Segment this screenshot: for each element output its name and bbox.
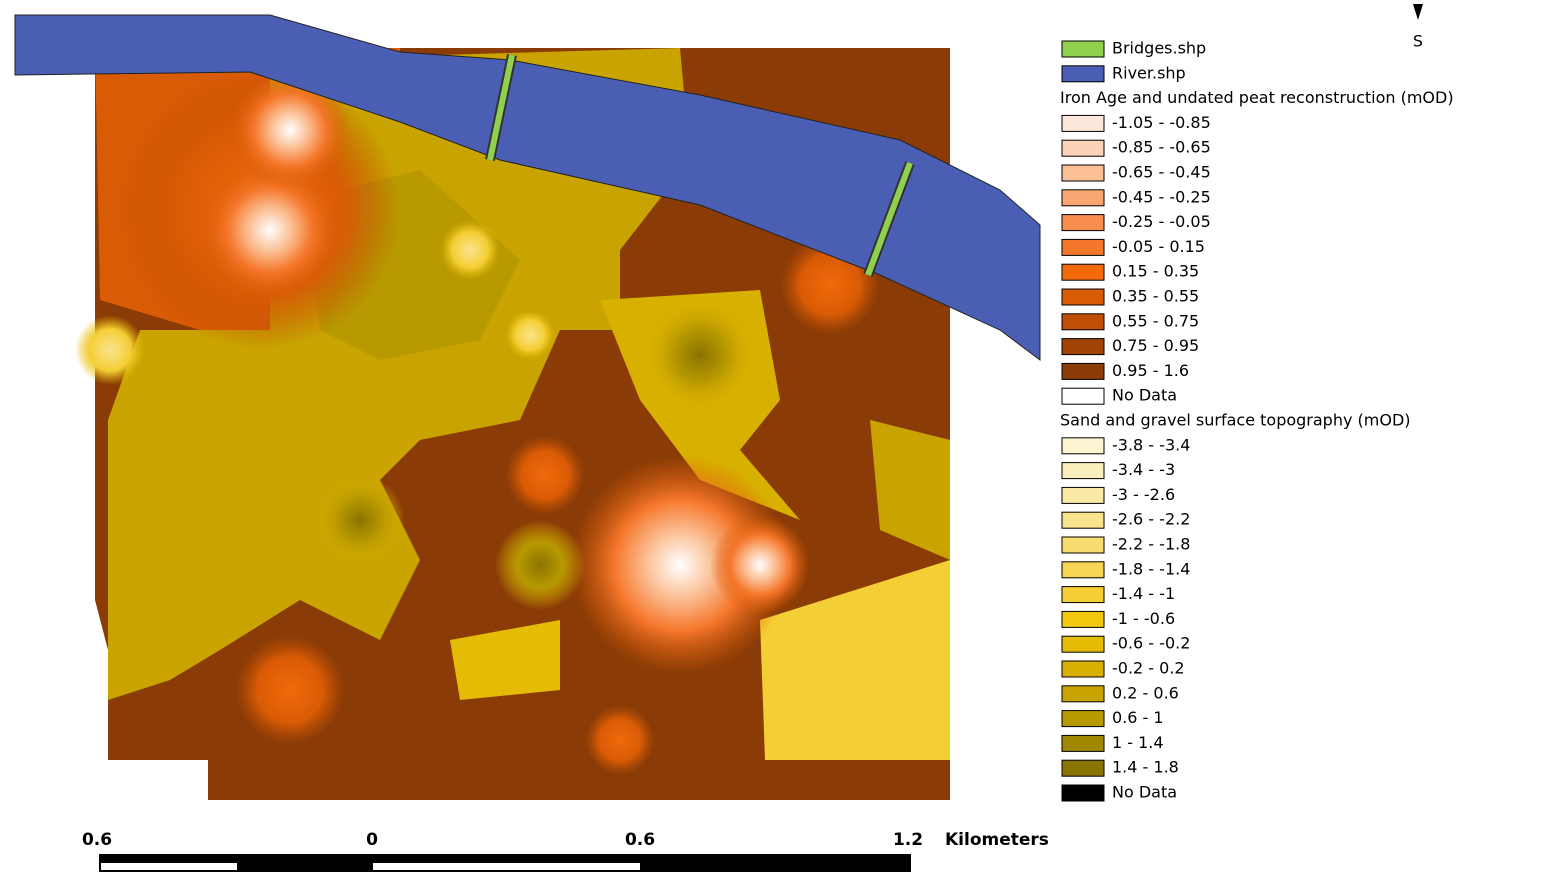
legend-swatch bbox=[1062, 512, 1104, 528]
legend-label: No Data bbox=[1112, 783, 1177, 802]
legend-label: Bridges.shp bbox=[1112, 39, 1206, 58]
north-label: S bbox=[1413, 32, 1423, 51]
legend-label: -0.65 - -0.45 bbox=[1112, 163, 1211, 182]
legend-label: -2.2 - -1.8 bbox=[1112, 535, 1190, 554]
map-figure: S Bridges.shp River.shp Iron Age and undat… bbox=[0, 0, 1562, 881]
legend-swatch bbox=[1062, 140, 1104, 156]
legend-swatch bbox=[1062, 760, 1104, 776]
legend-swatch bbox=[1062, 339, 1104, 355]
legend-swatch bbox=[1062, 239, 1104, 255]
legend-label: 0.55 - 0.75 bbox=[1112, 311, 1199, 330]
legend-swatch bbox=[1062, 438, 1104, 454]
legend-label: 1.4 - 1.8 bbox=[1112, 758, 1179, 777]
legend-swatch bbox=[1062, 41, 1104, 57]
legend-label: -1.4 - -1 bbox=[1112, 584, 1175, 603]
legend-swatch bbox=[1062, 190, 1104, 206]
legend-label: -0.85 - -0.65 bbox=[1112, 138, 1211, 157]
legend-label: 0.6 - 1 bbox=[1112, 708, 1164, 727]
legend-label: 0.75 - 0.95 bbox=[1112, 336, 1199, 355]
legend-swatch bbox=[1062, 289, 1104, 305]
legend-label: 0.35 - 0.55 bbox=[1112, 287, 1199, 306]
legend-swatch bbox=[1062, 264, 1104, 280]
legend-label: -0.25 - -0.05 bbox=[1112, 212, 1211, 231]
legend-swatch bbox=[1062, 587, 1104, 603]
legend-label: 1 - 1.4 bbox=[1112, 733, 1164, 752]
legend-label: -3 - -2.6 bbox=[1112, 485, 1175, 504]
legend-swatch bbox=[1062, 165, 1104, 181]
legend-label: -0.45 - -0.25 bbox=[1112, 187, 1211, 206]
legend-label: 0.95 - 1.6 bbox=[1112, 361, 1189, 380]
legend-label: -0.05 - 0.15 bbox=[1112, 237, 1205, 256]
legend-label: -1 - -0.6 bbox=[1112, 609, 1175, 628]
legend-label: 0.2 - 0.6 bbox=[1112, 683, 1179, 702]
scale-label: 0.6 bbox=[625, 830, 655, 850]
legend-swatch bbox=[1062, 463, 1104, 479]
legend-label: No Data bbox=[1112, 386, 1177, 405]
legend-heading: Sand and gravel surface topography (mOD) bbox=[1060, 411, 1411, 430]
scale-label: 0 bbox=[366, 830, 378, 850]
legend-swatch bbox=[1062, 711, 1104, 727]
legend-heading: Iron Age and undated peat reconstruction… bbox=[1060, 88, 1454, 107]
legend-label: -3.4 - -3 bbox=[1112, 460, 1175, 479]
legend-label: -0.6 - -0.2 bbox=[1112, 634, 1190, 653]
scale-label: 1.2 bbox=[893, 830, 923, 850]
legend-swatch bbox=[1062, 735, 1104, 751]
scale-label: 0.6 bbox=[82, 830, 112, 850]
legend-swatch bbox=[1062, 686, 1104, 702]
legend-swatch bbox=[1062, 115, 1104, 131]
scale-unit: Kilometers bbox=[945, 830, 1049, 850]
legend-swatch bbox=[1062, 388, 1104, 404]
legend-label: 0.15 - 0.35 bbox=[1112, 262, 1199, 281]
legend-swatch bbox=[1062, 785, 1104, 801]
legend-swatch bbox=[1062, 562, 1104, 578]
legend-label: -0.2 - 0.2 bbox=[1112, 659, 1185, 678]
legend-swatch bbox=[1062, 363, 1104, 379]
legend-label: -2.6 - -2.2 bbox=[1112, 510, 1190, 529]
legend-swatch bbox=[1062, 66, 1104, 82]
legend-swatch bbox=[1062, 611, 1104, 627]
scale-bar: 0.6 0 0.6 1.2 Kilometers bbox=[82, 830, 1049, 871]
north-arrow: S bbox=[1413, 4, 1423, 51]
legend-label: -1.8 - -1.4 bbox=[1112, 559, 1190, 578]
legend-label: -3.8 - -3.4 bbox=[1112, 435, 1190, 454]
legend-swatch bbox=[1062, 661, 1104, 677]
legend-swatch bbox=[1062, 215, 1104, 231]
legend-swatch bbox=[1062, 314, 1104, 330]
legend: Bridges.shp River.shp Iron Age and undated… bbox=[1060, 39, 1454, 802]
legend-swatch bbox=[1062, 487, 1104, 503]
legend-swatch bbox=[1062, 636, 1104, 652]
legend-swatch bbox=[1062, 537, 1104, 553]
legend-label: River.shp bbox=[1112, 63, 1186, 82]
legend-label: -1.05 - -0.85 bbox=[1112, 113, 1211, 132]
